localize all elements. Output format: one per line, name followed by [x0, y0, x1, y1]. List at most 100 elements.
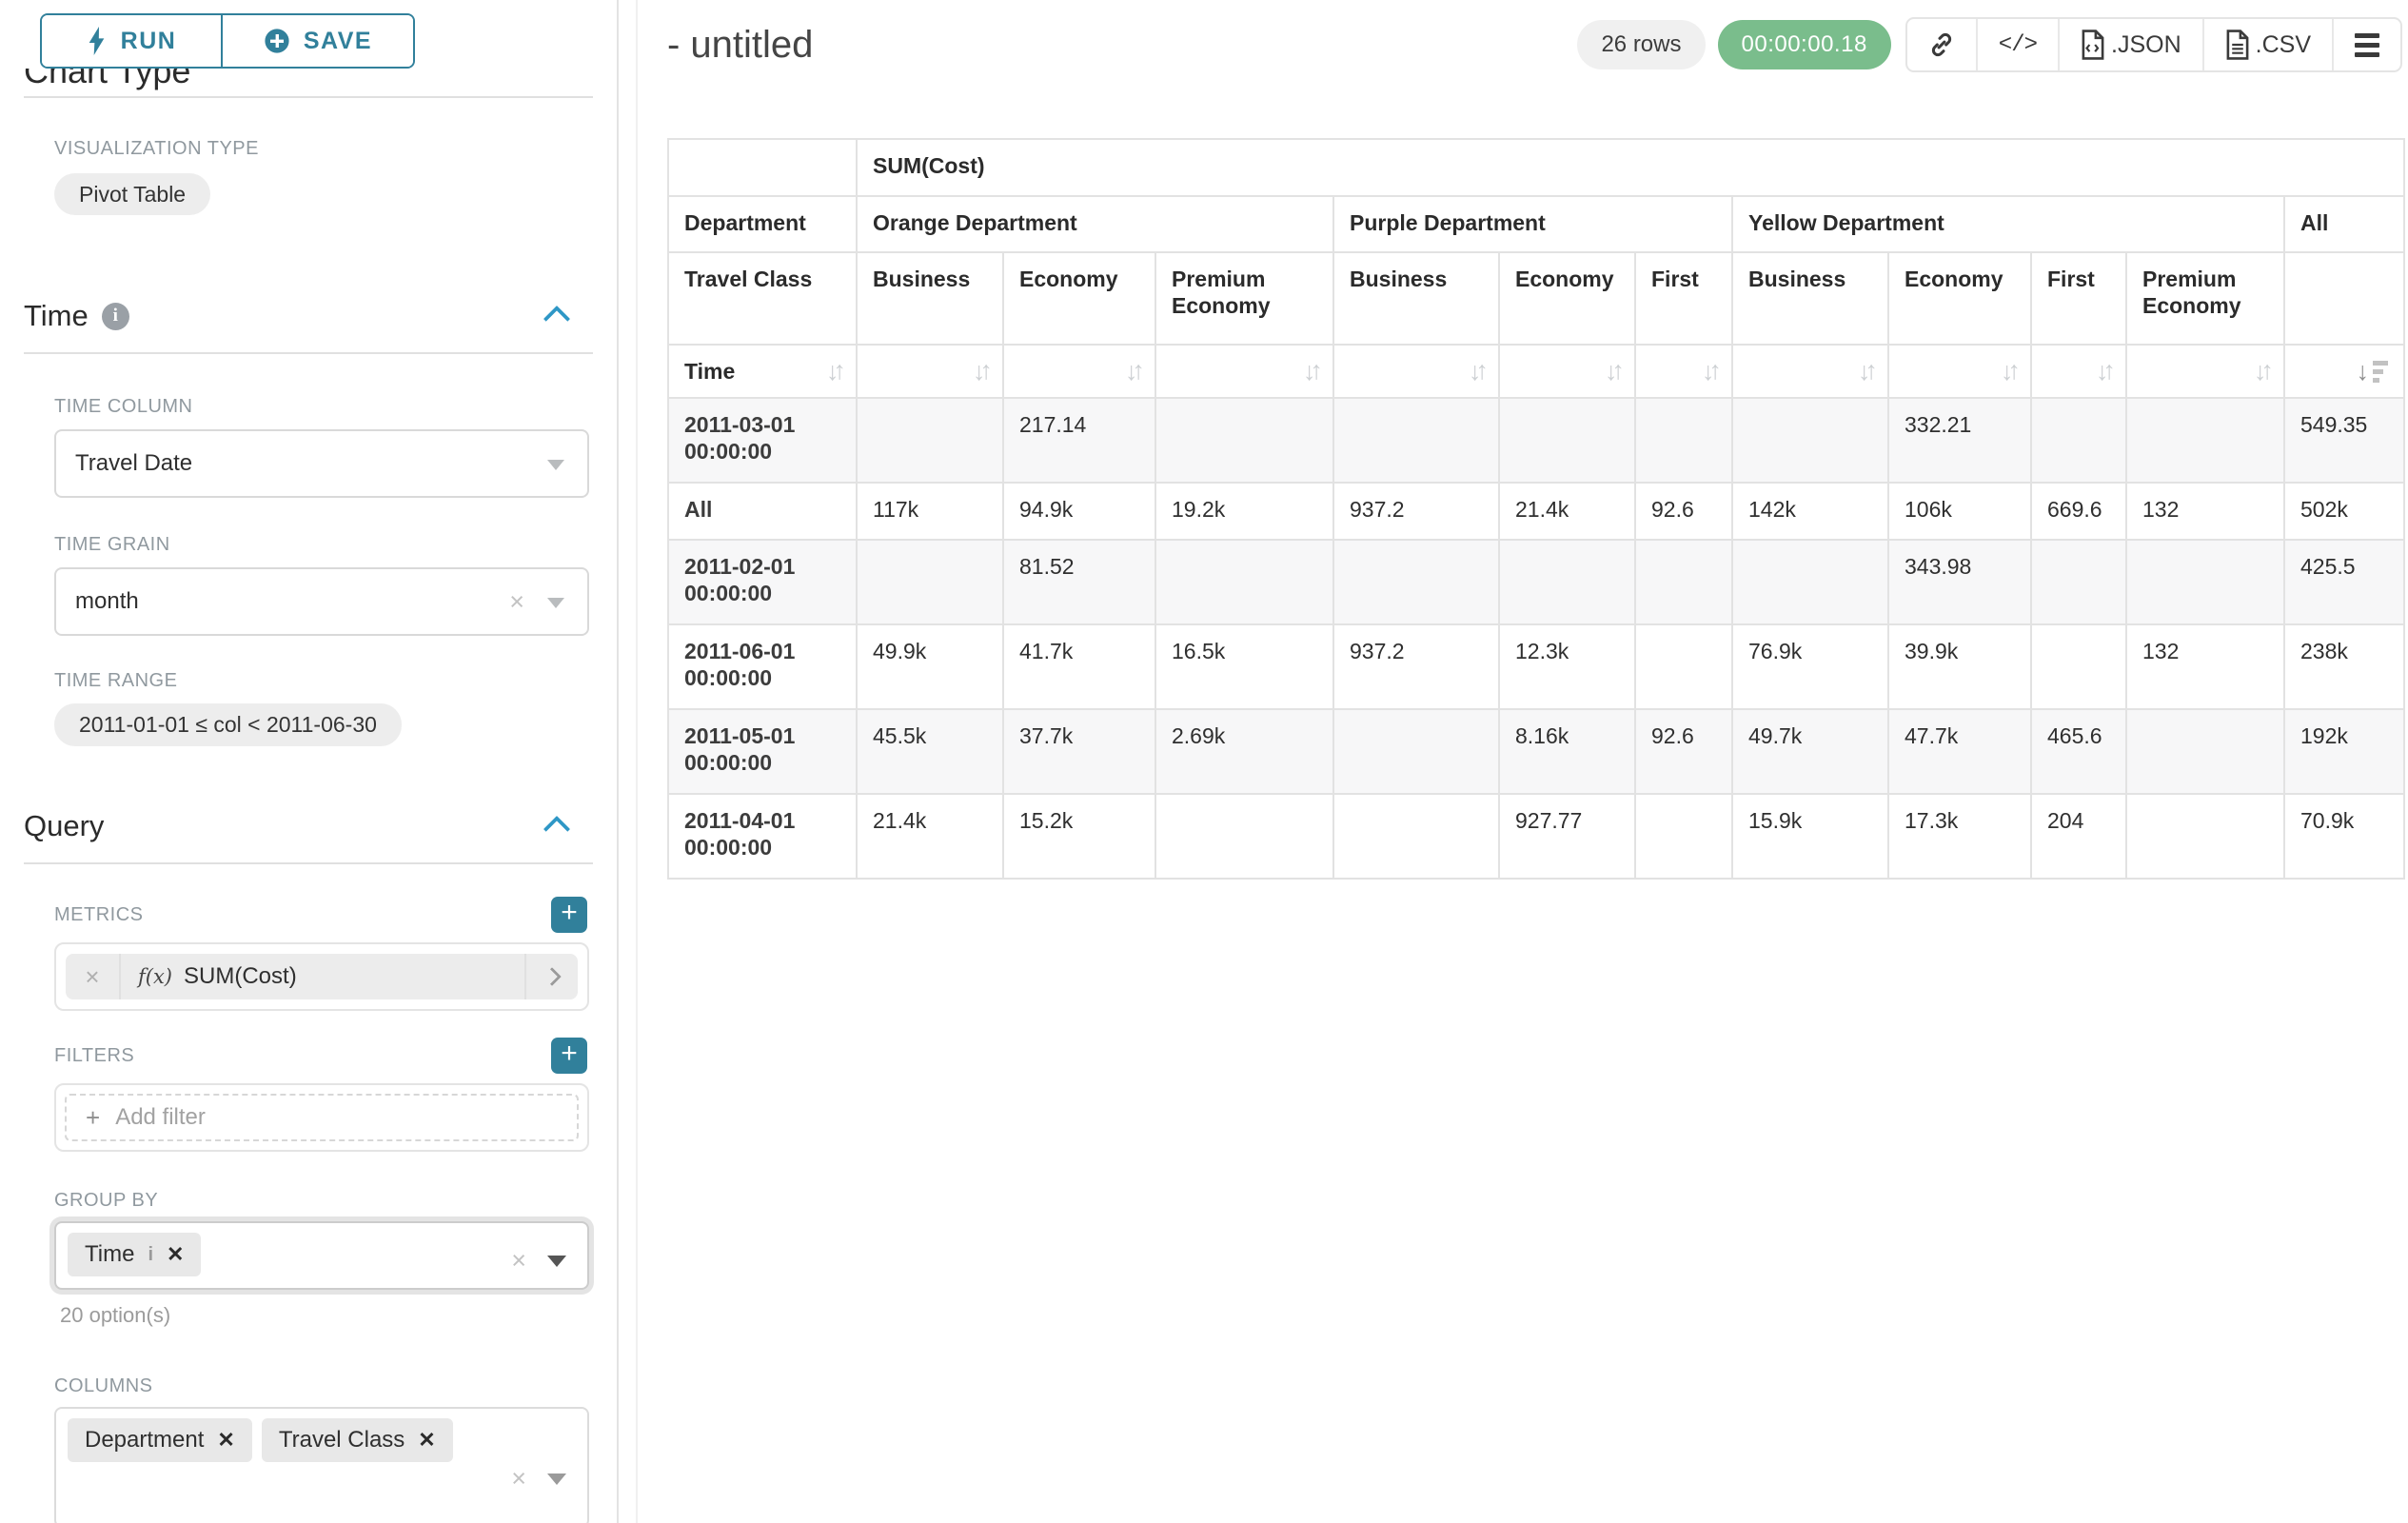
sort-icon[interactable]: ↓ ↑: [826, 355, 846, 386]
clear-icon[interactable]: ×: [509, 587, 524, 616]
value-cell: 15.2k: [1004, 795, 1155, 878]
value-cell: [2032, 541, 2125, 623]
travel-class-cell: Premium Economy: [1156, 253, 1332, 344]
value-cell: 39.9k: [1889, 625, 2030, 708]
department-group-cell: All: [2285, 197, 2404, 251]
value-cell: 142k: [1733, 484, 1887, 539]
metric-item[interactable]: × f(x) SUM(Cost): [66, 954, 578, 999]
expand-metric-icon[interactable]: [524, 954, 578, 999]
department-group-cell: Purple Department: [1334, 197, 1731, 251]
value-cell: [1334, 399, 1498, 482]
value-cell: 332.21: [1889, 399, 2030, 482]
clear-icon[interactable]: ×: [511, 1464, 526, 1493]
value-cell: 92.6: [1636, 484, 1731, 539]
time-collapse-chevron-icon[interactable]: [543, 305, 571, 333]
sort-icon[interactable]: ↓ ↑: [1469, 355, 1489, 386]
value-cell: 94.9k: [1004, 484, 1155, 539]
sort-icon[interactable]: ↓ ↑: [973, 355, 993, 386]
value-cell: 465.6: [2032, 710, 2125, 793]
add-filter-dropzone[interactable]: + Add filter: [65, 1094, 579, 1141]
group-by-select[interactable]: Time i ✕ ×: [54, 1221, 589, 1290]
row-header-cell: 2011-05-01 00:00:00: [669, 710, 856, 793]
chart-header: - untitled 26 rows 00:00:00.18 </> .JSON: [667, 0, 2408, 80]
metrics-container: × f(x) SUM(Cost): [54, 942, 589, 1011]
sort-icon[interactable]: ↓ ↑: [1702, 355, 1722, 386]
value-cell: [1733, 541, 1887, 623]
export-csv-button[interactable]: .CSV: [2204, 19, 2334, 70]
value-cell: 12.3k: [1500, 625, 1634, 708]
save-button[interactable]: SAVE: [223, 15, 413, 67]
view-query-button[interactable]: </>: [1978, 19, 2061, 70]
visualization-type-label: VISUALIZATION TYPE: [54, 138, 259, 159]
time-grain-label: TIME GRAIN: [54, 534, 170, 555]
selected-option-tag[interactable]: Department ✕: [68, 1418, 252, 1462]
visualization-type-pill[interactable]: Pivot Table: [54, 173, 211, 215]
row-header-cell: 2011-04-01 00:00:00: [669, 795, 856, 878]
sort-icon[interactable]: ↓ ↑: [1858, 355, 1878, 386]
sort-icon[interactable]: ↓ ↑: [1125, 355, 1145, 386]
table-row: All 117k 94.9k 19.2k 937.2 21.4k 92.6 142k 106k 6…: [669, 484, 2404, 539]
row-header-cell: All: [669, 484, 856, 539]
query-section-header: Query: [24, 809, 587, 843]
remove-tag-icon[interactable]: ✕: [167, 1242, 185, 1266]
value-cell: 2.69k: [1156, 710, 1332, 793]
query-section-title: Query: [24, 809, 105, 842]
remove-tag-icon[interactable]: ✕: [418, 1428, 436, 1452]
time-column-select[interactable]: Travel Date: [54, 429, 589, 498]
sort-icon[interactable]: ↓ ↑: [2254, 355, 2274, 386]
sort-icon[interactable]: ↓ ↑: [2096, 355, 2116, 386]
travel-class-cell: Business: [858, 253, 1002, 344]
sort-icon[interactable]: ↓ ↑: [2001, 355, 2021, 386]
hamburger-menu-icon: [2355, 32, 2379, 57]
query-collapse-chevron-icon[interactable]: [543, 815, 571, 843]
travel-class-cell: Business: [1733, 253, 1887, 344]
row-count-badge: 26 rows: [1577, 20, 1706, 69]
time-range-pill[interactable]: 2011-01-01 ≤ col < 2011-06-30: [54, 703, 402, 746]
value-cell: 76.9k: [1733, 625, 1887, 708]
lightning-bolt-icon: [89, 27, 104, 55]
selected-option-tag[interactable]: Time i ✕: [68, 1233, 202, 1276]
sort-desc-icon[interactable]: ↓: [2357, 358, 2389, 385]
sort-cell: ↓ ↑: [2127, 346, 2283, 397]
remove-tag-icon[interactable]: ✕: [217, 1428, 235, 1452]
run-button-label: RUN: [120, 27, 177, 54]
chevron-down-icon: [547, 460, 564, 470]
section-divider: [24, 352, 593, 354]
tag-label: Time: [85, 1241, 135, 1267]
columns-select[interactable]: Department ✕ Travel Class ✕ ×: [54, 1407, 589, 1523]
export-json-button[interactable]: .JSON: [2060, 19, 2204, 70]
time-grain-select[interactable]: month ×: [54, 567, 589, 636]
sort-cell: ↓ ↑: [858, 346, 1002, 397]
value-cell: 49.9k: [858, 625, 1002, 708]
group-by-label: GROUP BY: [54, 1190, 159, 1211]
info-icon: i: [101, 302, 129, 330]
filters-label: FILTERS: [54, 1044, 135, 1066]
clear-icon[interactable]: ×: [511, 1246, 526, 1275]
value-cell: 132: [2127, 484, 2283, 539]
table-row: 2011-02-01 00:00:00 81.52 343.98 425.5: [669, 541, 2404, 623]
value-cell: 204: [2032, 795, 2125, 878]
link-icon: [1931, 32, 1951, 57]
travel-class-cell: Premium Economy: [2127, 253, 2283, 344]
value-cell: 669.6: [2032, 484, 2125, 539]
remove-metric-icon[interactable]: ×: [66, 954, 121, 999]
selected-option-tag[interactable]: Travel Class ✕: [261, 1418, 453, 1462]
sort-header-row: Time ↓ ↑ ↓ ↑ ↓ ↑ ↓ ↑ ↓ ↑ ↓ ↑ ↓ ↑ ↓ ↑ ↓ ↑ ↓ ↑ ↓ ↑ ↓: [669, 346, 2404, 397]
value-cell: 549.35: [2285, 399, 2404, 482]
sort-icon[interactable]: ↓ ↑: [1605, 355, 1625, 386]
query-timer-badge: 00:00:00.18: [1717, 20, 1891, 69]
menu-button[interactable]: [2334, 19, 2400, 70]
plus-icon: +: [86, 1102, 101, 1132]
value-cell: 81.52: [1004, 541, 1155, 623]
add-metric-button[interactable]: +: [551, 897, 587, 933]
sort-cell: ↓ ↑: [2032, 346, 2125, 397]
run-button[interactable]: RUN: [42, 15, 223, 67]
travel-class-corner-cell: Travel Class: [669, 253, 856, 344]
add-filter-button[interactable]: +: [551, 1038, 587, 1074]
time-grain-value: month: [75, 588, 139, 614]
short-link-button[interactable]: [1907, 19, 1978, 70]
tag-label: Department: [85, 1427, 205, 1453]
travel-class-cell: Economy: [1889, 253, 2030, 344]
department-header-row: Department Orange Department Purple Depart…: [669, 197, 2404, 251]
sort-icon[interactable]: ↓ ↑: [1303, 355, 1323, 386]
